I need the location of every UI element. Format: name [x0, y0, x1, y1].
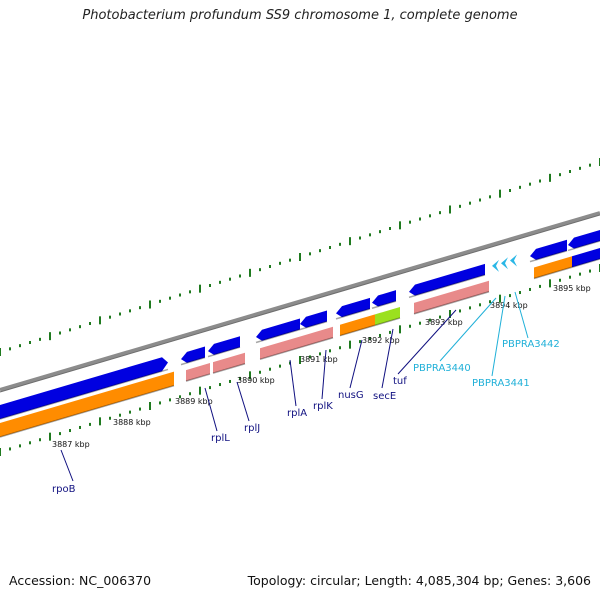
tick-layer [0, 158, 600, 456]
gene-rplJ-blue-edge [207, 346, 241, 358]
gene-rplK-blue-edge [299, 320, 328, 331]
kbp-label: 3890 kbp [237, 376, 275, 385]
gene-rpoB-blue [0, 357, 168, 419]
gene-rplJ-pink [213, 352, 245, 374]
gene-label: PBPRA3442 [502, 339, 560, 350]
gene-leader-line [289, 359, 297, 407]
kbp-label: 3894 kbp [490, 301, 528, 310]
gene-nusG-orange-edge [339, 324, 376, 337]
gene-rplK-pink [304, 326, 333, 347]
kbp-label: 3892 kbp [362, 336, 400, 345]
gene-nusG-orange [340, 314, 375, 336]
gene-rplL-blue-edge [180, 356, 206, 366]
gene-leader-line [381, 328, 394, 389]
gene-right2-lower-blue-edge [571, 258, 600, 268]
gene-leader-line [60, 449, 74, 482]
gene-leader-line [439, 297, 497, 362]
gene-label: PBPRA3440 [413, 363, 471, 374]
chromosome-backbone [0, 211, 600, 392]
gene-rpoB-orange-edge [0, 384, 175, 438]
gene-rplL-blue [181, 346, 205, 363]
gene-secE-green [375, 307, 400, 326]
gene-nusG-blue [336, 297, 370, 318]
gene-secE-green-edge [374, 317, 401, 327]
genome-summary-text: Topology: circular; Length: 4,085,304 bp… [247, 573, 591, 588]
gene-rpoB-orange [0, 371, 174, 437]
gene-right2-blue-edge [567, 240, 600, 252]
gene-right1-blue-edge [529, 250, 568, 263]
backbone-layer [0, 211, 600, 393]
gene-label: PBPRA3441 [472, 378, 530, 389]
gene-leader-line [514, 291, 529, 339]
gene-rplA-blue-edge [255, 328, 301, 344]
gene-secE-blue-edge [371, 300, 397, 309]
gene-rplA-pink [260, 335, 304, 360]
gene-tuf-pink-edge [413, 291, 490, 315]
gene-rplL-pink-edge [185, 373, 211, 382]
gene-label: rpoB [52, 484, 76, 495]
kbp-label-layer: 3887 kbp 3888 kbp 3889 kbp 3890 kbp 3891 kbp… [52, 284, 591, 449]
gene-leader-line [204, 387, 218, 432]
gene-tuf-blue-edge [408, 274, 486, 299]
gene-label: rplL [211, 433, 230, 444]
trna-chevron-icon [510, 254, 517, 267]
gene-label: rplA [287, 408, 307, 419]
trna-chevron-icon [501, 257, 508, 270]
gene-rplJ-pink-edge [212, 363, 246, 374]
gene-tuf-blue [409, 263, 485, 296]
gene-secE-blue [372, 290, 396, 307]
trna-chevron-icon [492, 259, 499, 272]
gene-rplJ-blue [208, 336, 240, 355]
gene-right1-orange-edge [533, 266, 573, 280]
map-title: Photobacterium profundum SS9 chromosome … [82, 8, 518, 23]
gene-rplK-pink-edge [303, 337, 334, 348]
kbp-label: 3889 kbp [175, 397, 213, 406]
gene-leader-line [321, 349, 327, 400]
gene-rplA-blue [256, 318, 300, 341]
gene-right2-blue [568, 230, 600, 249]
gene-label: tuf [393, 376, 407, 387]
gene-label: rplJ [244, 423, 260, 434]
gene-leader-line [236, 381, 250, 422]
gene-nusG-blue-edge [335, 308, 371, 320]
gene-label: nusG [338, 390, 364, 401]
gene-leader-line [349, 339, 363, 389]
gene-right1-orange [534, 256, 572, 279]
kbp-label: 3893 kbp [425, 318, 463, 327]
feature-layer [0, 230, 600, 438]
gene-tuf-pink [414, 280, 489, 314]
kbp-label: 3891 kbp [300, 355, 338, 364]
gene-label: secE [373, 391, 396, 402]
kbp-label: 3888 kbp [113, 418, 151, 427]
chromosome-backbone-shadow [0, 214, 600, 393]
gene-rpoB-blue-edge [0, 368, 169, 420]
kbp-label: 3895 kbp [553, 284, 591, 293]
gene-right1-blue [530, 239, 567, 260]
gene-leader-line [491, 295, 506, 377]
gene-label-layer: rpoB rplL rplJ rplA rplK nusG secE tuf PBPRA3440… [52, 291, 560, 495]
gene-rplA-pink-edge [259, 345, 305, 361]
gene-rplK-blue [300, 310, 327, 328]
gene-rplL-pink [186, 363, 210, 382]
gene-leader-line [397, 309, 457, 375]
gene-label: rplK [313, 401, 333, 412]
kbp-label: 3887 kbp [52, 440, 90, 449]
accession-text: Accession: NC_006370 [9, 573, 152, 588]
gene-right2-lower-blue [572, 248, 600, 268]
